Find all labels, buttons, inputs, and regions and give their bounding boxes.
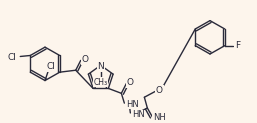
Text: HN: HN (132, 110, 145, 119)
Text: HN: HN (126, 100, 139, 109)
Text: N: N (97, 62, 104, 71)
Text: Cl: Cl (8, 53, 17, 62)
Text: O: O (127, 78, 134, 87)
Text: O: O (156, 86, 163, 95)
Text: CH₃: CH₃ (94, 77, 108, 86)
Text: Cl: Cl (47, 62, 56, 71)
Text: O: O (81, 55, 88, 64)
Text: F: F (235, 41, 240, 50)
Text: NH: NH (153, 113, 166, 122)
